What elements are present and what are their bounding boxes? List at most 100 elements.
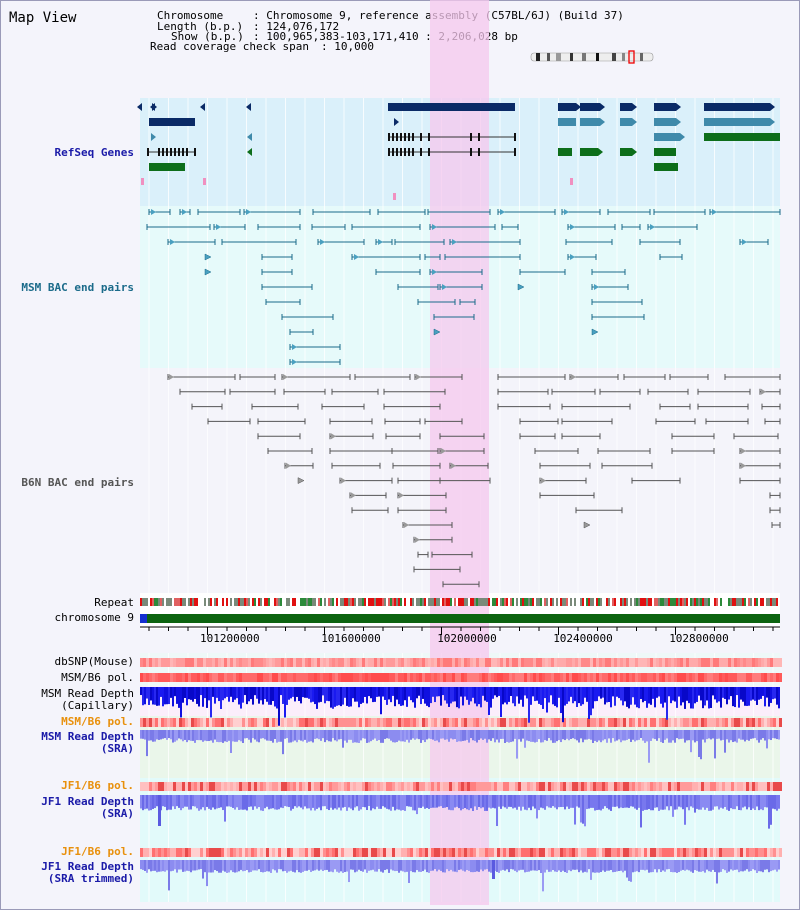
jf1-b6-pol-heat-cell bbox=[440, 782, 443, 791]
jf1-trimmed-depth-bar bbox=[356, 860, 358, 872]
msm-b6-pol-heat-cell bbox=[188, 673, 191, 682]
repeat-element bbox=[150, 598, 152, 606]
msm-b6-pol-sra-heat-cell bbox=[374, 718, 377, 727]
jf1-trimmed-depth-bar bbox=[156, 860, 158, 873]
msm-b6-pol-heat-cell bbox=[170, 673, 173, 682]
msm-capillary-depth-bar bbox=[414, 687, 416, 708]
msm-capillary-depth-bar bbox=[160, 687, 162, 697]
msm-b6-pol-heat-cell bbox=[611, 673, 614, 682]
jf1-trimmed-depth-bar bbox=[530, 860, 532, 871]
jf1-sra-depth-bar bbox=[606, 795, 608, 809]
msm-b6-pol-sra-heat-cell bbox=[338, 718, 341, 727]
msm-b6-pol-sra-heat-cell bbox=[761, 718, 764, 727]
repeat-element bbox=[706, 598, 708, 606]
jf1-trimmed-depth-bar bbox=[636, 860, 638, 872]
msm-b6-pol-heat-cell bbox=[404, 673, 407, 682]
jf1-sra-depth-bar bbox=[252, 795, 254, 810]
jf1-b6-pol-heat-cell bbox=[692, 782, 695, 791]
refseq-exon bbox=[396, 148, 398, 156]
msm-b6-pol-heat-cell bbox=[431, 673, 434, 682]
jf1-sra-depth-bar bbox=[224, 795, 226, 822]
jf1-sra-depth-bar bbox=[150, 795, 152, 811]
jf1-trimmed-depth-bar bbox=[216, 860, 218, 872]
msm-b6-pol-sra-heat-cell bbox=[239, 718, 242, 727]
b6n-bac-end-marker bbox=[297, 477, 305, 485]
jf1-b6-pol-heat-cell bbox=[323, 782, 326, 791]
jf1-b6-pol-heat-cell bbox=[587, 782, 590, 791]
msm-capillary-depth-bar bbox=[512, 687, 514, 704]
jf1-trimmed-depth-bar bbox=[674, 860, 676, 873]
repeat-element bbox=[310, 598, 312, 606]
dbsnp-heat-cell bbox=[179, 658, 182, 667]
dbsnp-heat-cell bbox=[443, 658, 446, 667]
jf1-sra-depth-bar bbox=[384, 795, 386, 808]
dbsnp-heat-cell bbox=[257, 658, 260, 667]
msm-b6-pol-sra-heat-cell bbox=[212, 718, 215, 727]
msm-sra-depth-bar bbox=[768, 730, 770, 740]
msm-b6-pol-sra-heat-cell bbox=[635, 718, 638, 727]
jf1-sra-depth-bar bbox=[490, 795, 492, 809]
msm-capillary-depth-bar bbox=[290, 687, 292, 699]
msm-b6-pol-heat-cell bbox=[557, 673, 560, 682]
msm-capillary-depth-bar bbox=[688, 687, 690, 704]
msm-b6-pol-heat-cell bbox=[539, 673, 542, 682]
msm-b6-pol-sra-heat-cell bbox=[602, 718, 605, 727]
repeat-element bbox=[502, 598, 504, 606]
repeat-element bbox=[160, 598, 162, 606]
msm-sra-depth-bar bbox=[552, 730, 554, 743]
span-value: : 10,000 bbox=[321, 40, 374, 53]
refseq-gene bbox=[654, 148, 676, 156]
msm-capillary-depth-bar bbox=[720, 687, 722, 708]
repeat-element bbox=[630, 598, 632, 606]
msm-b6-pol-heat-cell bbox=[299, 673, 302, 682]
msm-b6-pol-sra-heat-cell bbox=[344, 718, 347, 727]
dbsnp-heat-cell bbox=[740, 658, 743, 667]
jf1-b6-pol-heat-cell bbox=[263, 782, 266, 791]
msm-b6-pol-heat-cell bbox=[578, 673, 581, 682]
dbsnp-heat-cell bbox=[719, 658, 722, 667]
jf1-trimmed-depth-bar bbox=[452, 860, 454, 872]
repeat-element bbox=[304, 598, 306, 606]
jf1-b6-pol-heat-cell bbox=[248, 782, 251, 791]
track-label-msm-bac-end-pairs[interactable]: MSM BAC end pairs bbox=[21, 281, 134, 294]
jf1-trimmed-depth-bar bbox=[192, 860, 194, 871]
repeat-element bbox=[690, 598, 692, 606]
msm-capillary-depth-bar bbox=[714, 687, 716, 700]
jf1-sra-depth-bar bbox=[210, 795, 212, 810]
repeat-element bbox=[244, 598, 246, 606]
dbsnp-heat-cell bbox=[722, 658, 725, 667]
jf1-b6-pol-heat-cell bbox=[317, 782, 320, 791]
msm-b6-pol-heat-cell bbox=[770, 673, 773, 682]
dbsnp-heat-cell bbox=[209, 658, 212, 667]
msm-capillary-depth-bar bbox=[244, 687, 246, 696]
track-label-b6n-bac-end-pairs[interactable]: B6N BAC end pairs bbox=[21, 476, 134, 489]
msm-sra-depth-bar bbox=[374, 730, 376, 739]
msm-b6-pol-heat-cell bbox=[215, 673, 218, 682]
dbsnp-heat-cell bbox=[566, 658, 569, 667]
msm-b6-pol-sra-heat-cell bbox=[578, 718, 581, 727]
jf1-b6-pol-2-heat-cell bbox=[176, 848, 179, 857]
jf1-b6-pol-heat-cell bbox=[743, 782, 746, 791]
msm-capillary-depth-bar bbox=[546, 687, 548, 713]
track-label-refseq-genes[interactable]: RefSeq Genes bbox=[54, 146, 134, 159]
jf1-trimmed-depth-bar bbox=[542, 860, 544, 892]
b6n-bac-end-marker bbox=[571, 374, 576, 380]
msm-b6-pol-heat-cell bbox=[392, 673, 395, 682]
jf1-trimmed-depth-bar bbox=[718, 860, 720, 873]
msm-capillary-depth-bar bbox=[706, 687, 708, 701]
msm-sra-depth-bar bbox=[358, 730, 360, 743]
dbsnp-heat-cell bbox=[734, 658, 737, 667]
msm-capillary-depth-bar bbox=[702, 687, 704, 709]
jf1-trimmed-depth-bar bbox=[140, 860, 142, 870]
map-view-title: Map View bbox=[9, 10, 77, 26]
msm-b6-pol-sra-heat-cell bbox=[614, 718, 617, 727]
msm-capillary-depth-bar bbox=[214, 687, 216, 704]
msm-sra-depth-bar bbox=[726, 730, 728, 740]
jf1-sra-depth-bar bbox=[526, 795, 528, 811]
msm-capillary-depth-bar bbox=[144, 687, 146, 705]
jf1-trimmed-depth-bar bbox=[720, 860, 722, 872]
dbsnp-heat-cell bbox=[206, 658, 209, 667]
repeat-element bbox=[698, 598, 700, 606]
msm-b6-pol-sra-heat-cell bbox=[422, 718, 425, 727]
